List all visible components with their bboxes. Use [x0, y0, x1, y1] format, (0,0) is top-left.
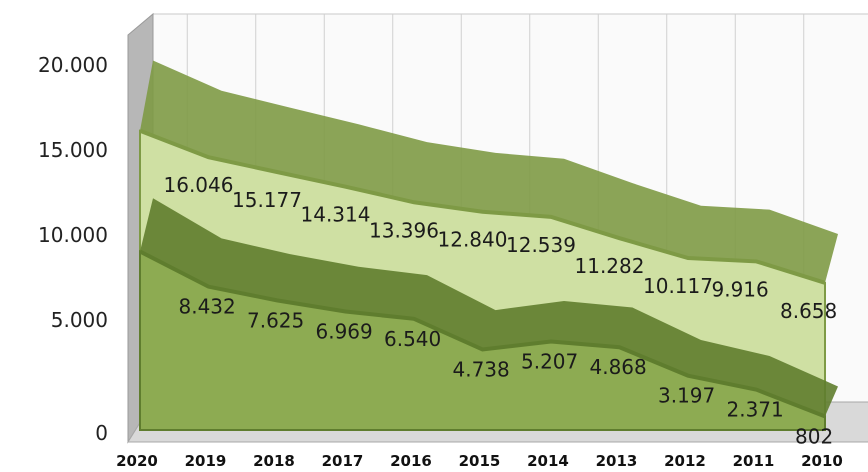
series-lower-line [139, 249, 826, 419]
y-tick-label: 10.000 [38, 223, 108, 247]
x-tick-label: 2011 [733, 452, 775, 470]
data-label: 9.916 [712, 277, 769, 301]
data-label: 12.539 [506, 233, 576, 257]
data-label: 6.540 [384, 327, 441, 351]
x-tick-label: 2012 [664, 452, 706, 470]
data-label: 12.840 [438, 228, 508, 252]
data-labels: 16.04615.17714.31413.39612.84012.53911.2… [164, 173, 838, 448]
data-label: 11.282 [575, 254, 645, 278]
area-series [139, 60, 838, 431]
data-label: 16.046 [164, 173, 234, 197]
x-tick-label: 2010 [801, 452, 843, 470]
data-label: 10.117 [643, 274, 713, 298]
series-lower-top-surface [140, 198, 838, 417]
data-label: 6.969 [316, 320, 373, 344]
data-label: 8.658 [780, 299, 837, 323]
x-axis-tick-labels: 2020 2019 2018 2017 2016 2015 2014 2013 2012 2011… [116, 452, 843, 470]
y-tick-label: 15.000 [38, 138, 108, 162]
data-label: 7.625 [247, 308, 304, 332]
x-tick-label: 2013 [596, 452, 638, 470]
x-tick-label: 2017 [322, 452, 364, 470]
y-axis-tick-labels: 0 5.000 10.000 15.000 20.000 [38, 53, 108, 445]
x-tick-label: 2014 [527, 452, 569, 470]
data-label: 13.396 [369, 218, 439, 242]
y-tick-label: 0 [95, 421, 108, 445]
data-label: 802 [795, 424, 833, 448]
data-label: 2.371 [727, 398, 784, 422]
series-upper-top-surface [140, 60, 838, 283]
x-tick-label: 2016 [390, 452, 432, 470]
data-label: 4.738 [453, 357, 510, 381]
data-label: 15.177 [232, 188, 302, 212]
data-label: 14.314 [301, 203, 371, 227]
data-label: 5.207 [521, 349, 578, 373]
data-label: 3.197 [658, 384, 715, 408]
data-label: 4.868 [590, 355, 647, 379]
y-tick-label: 20.000 [38, 53, 108, 77]
x-tick-label: 2018 [253, 452, 295, 470]
x-tick-label: 2020 [116, 452, 158, 470]
data-label: 8.432 [179, 295, 236, 319]
x-tick-label: 2015 [459, 452, 501, 470]
series-upper-line [139, 128, 826, 285]
y-tick-label: 5.000 [51, 308, 108, 332]
x-tick-label: 2019 [185, 452, 227, 470]
